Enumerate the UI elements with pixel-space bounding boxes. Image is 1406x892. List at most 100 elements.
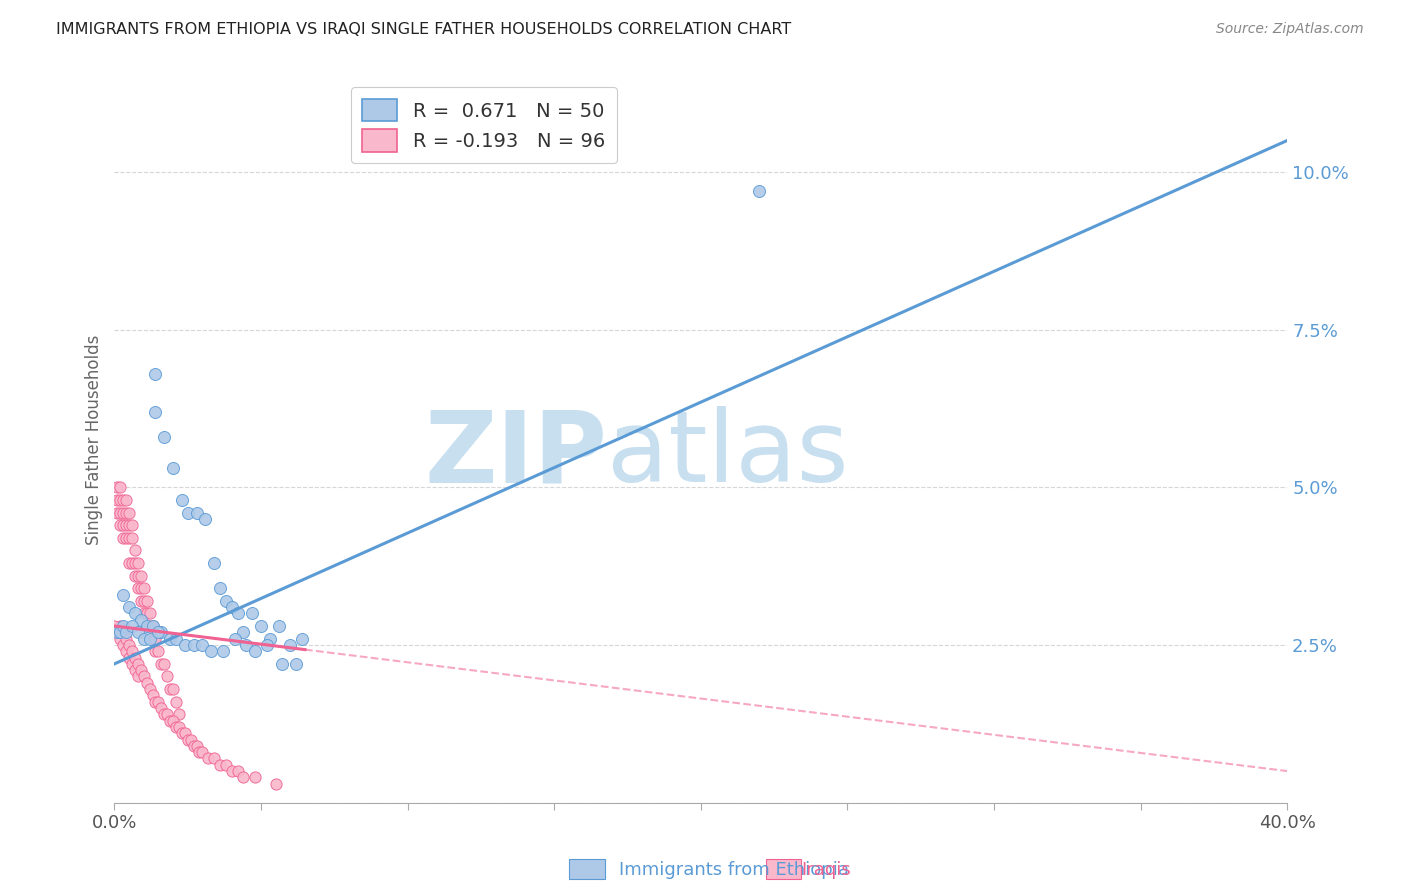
Point <box>135 594 157 608</box>
Point <box>141 619 163 633</box>
Point <box>183 638 205 652</box>
Point <box>112 587 135 601</box>
Point <box>135 675 157 690</box>
Point <box>105 480 128 494</box>
Point <box>162 714 184 728</box>
Text: Source: ZipAtlas.com: Source: ZipAtlas.com <box>1216 22 1364 37</box>
Point <box>162 682 184 697</box>
Point <box>118 518 141 533</box>
Point <box>194 512 217 526</box>
Point <box>118 638 141 652</box>
Point <box>112 638 135 652</box>
Point <box>115 531 138 545</box>
Point <box>112 492 135 507</box>
Y-axis label: Single Father Households: Single Father Households <box>86 334 103 545</box>
Point <box>141 689 163 703</box>
Point <box>202 751 225 765</box>
Text: IMMIGRANTS FROM ETHIOPIA VS IRAQI SINGLE FATHER HOUSEHOLDS CORRELATION CHART: IMMIGRANTS FROM ETHIOPIA VS IRAQI SINGLE… <box>56 22 792 37</box>
Point <box>115 644 138 658</box>
Point <box>226 764 249 778</box>
Point <box>186 506 208 520</box>
Point <box>221 600 243 615</box>
Text: atlas: atlas <box>607 406 849 503</box>
Point <box>159 632 181 646</box>
Point <box>118 650 141 665</box>
Point <box>173 638 195 652</box>
Point <box>121 619 143 633</box>
Point <box>191 638 214 652</box>
Legend: R =  0.671   N = 50, R = -0.193   N = 96: R = 0.671 N = 50, R = -0.193 N = 96 <box>350 87 617 163</box>
Point <box>150 657 173 671</box>
Point <box>132 594 155 608</box>
Point <box>115 518 138 533</box>
Point <box>110 632 132 646</box>
Point <box>124 607 146 621</box>
Point <box>243 770 266 784</box>
Point <box>127 556 149 570</box>
Point <box>129 594 152 608</box>
Point <box>124 568 146 582</box>
Point <box>159 682 181 697</box>
Point <box>183 739 205 753</box>
Point <box>156 669 179 683</box>
Point <box>188 745 211 759</box>
Point <box>165 720 187 734</box>
Point <box>135 619 157 633</box>
Point <box>124 543 146 558</box>
Point <box>129 663 152 677</box>
Point <box>110 619 132 633</box>
Point <box>132 581 155 595</box>
Point <box>153 657 176 671</box>
Point <box>124 556 146 570</box>
Point <box>138 619 160 633</box>
Point <box>159 714 181 728</box>
Point <box>138 682 160 697</box>
Point <box>105 506 128 520</box>
Point <box>115 632 138 646</box>
Point <box>150 701 173 715</box>
Point <box>232 770 254 784</box>
Point <box>197 751 219 765</box>
Point <box>127 568 149 582</box>
Point <box>118 556 141 570</box>
Point <box>115 492 138 507</box>
Point <box>145 367 167 381</box>
Point <box>112 506 135 520</box>
Point <box>105 625 128 640</box>
Point <box>127 581 149 595</box>
Point <box>127 657 149 671</box>
Point <box>110 518 132 533</box>
Text: Immigrants from Ethiopia: Immigrants from Ethiopia <box>619 861 849 879</box>
Point <box>103 619 125 633</box>
Point <box>118 600 141 615</box>
Point <box>208 581 231 595</box>
Point <box>127 625 149 640</box>
Point <box>129 581 152 595</box>
Point <box>121 518 143 533</box>
Point <box>285 657 308 671</box>
Point <box>156 707 179 722</box>
Point <box>115 506 138 520</box>
Point <box>110 625 132 640</box>
Point <box>110 506 132 520</box>
Point <box>124 650 146 665</box>
Point <box>148 625 170 640</box>
Point <box>127 669 149 683</box>
Point <box>118 531 141 545</box>
Point <box>121 531 143 545</box>
Point <box>270 657 292 671</box>
Point <box>129 613 152 627</box>
Point <box>132 669 155 683</box>
Point <box>167 707 190 722</box>
Point <box>202 556 225 570</box>
Point <box>180 732 202 747</box>
Point <box>112 518 135 533</box>
Point <box>118 506 141 520</box>
Point <box>135 607 157 621</box>
Point <box>112 625 135 640</box>
Point <box>121 657 143 671</box>
Point <box>141 619 163 633</box>
Point <box>148 695 170 709</box>
Point <box>264 777 287 791</box>
Point <box>215 757 238 772</box>
